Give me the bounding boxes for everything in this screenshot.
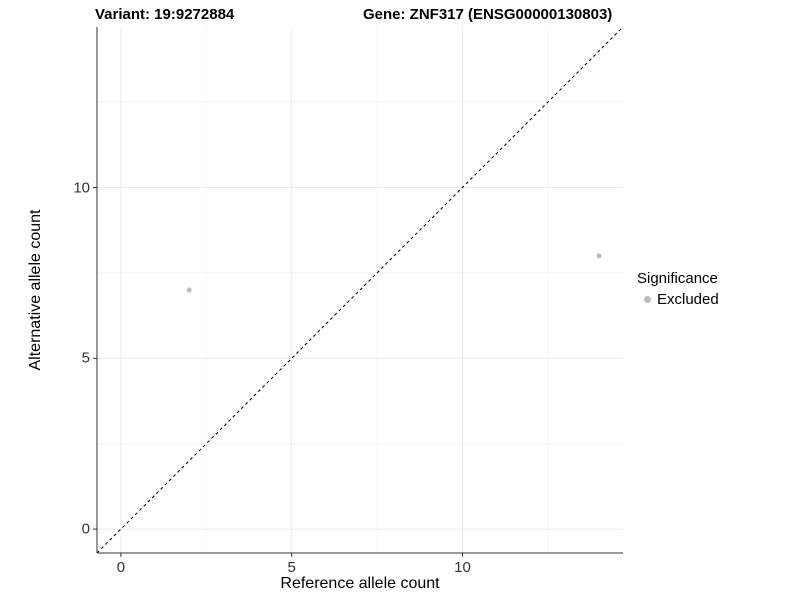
legend-title: Significance bbox=[637, 270, 718, 287]
identity-line bbox=[96, 26, 624, 554]
gene-title: Gene: ZNF317 (ENSG00000130803) bbox=[363, 6, 613, 23]
variant-title: Variant: 19:9272884 bbox=[95, 6, 235, 23]
legend-item-label: Excluded bbox=[657, 291, 719, 308]
x-tick-label: 10 bbox=[454, 559, 471, 576]
legend-item-excluded: Excluded bbox=[637, 291, 719, 308]
legend: Significance Excluded bbox=[637, 270, 719, 308]
y-axis-label: Alternative allele count bbox=[27, 209, 44, 371]
x-axis-label: Reference allele count bbox=[280, 575, 440, 592]
data-point bbox=[186, 287, 192, 293]
y-tick-label: 0 bbox=[81, 520, 90, 538]
data-point bbox=[596, 253, 602, 259]
y-tick-label: 10 bbox=[73, 179, 90, 197]
x-tick-label: 0 bbox=[116, 559, 126, 576]
legend-point-icon bbox=[644, 296, 651, 303]
y-tick-label: 5 bbox=[81, 349, 90, 367]
x-tick-label: 5 bbox=[287, 559, 296, 576]
